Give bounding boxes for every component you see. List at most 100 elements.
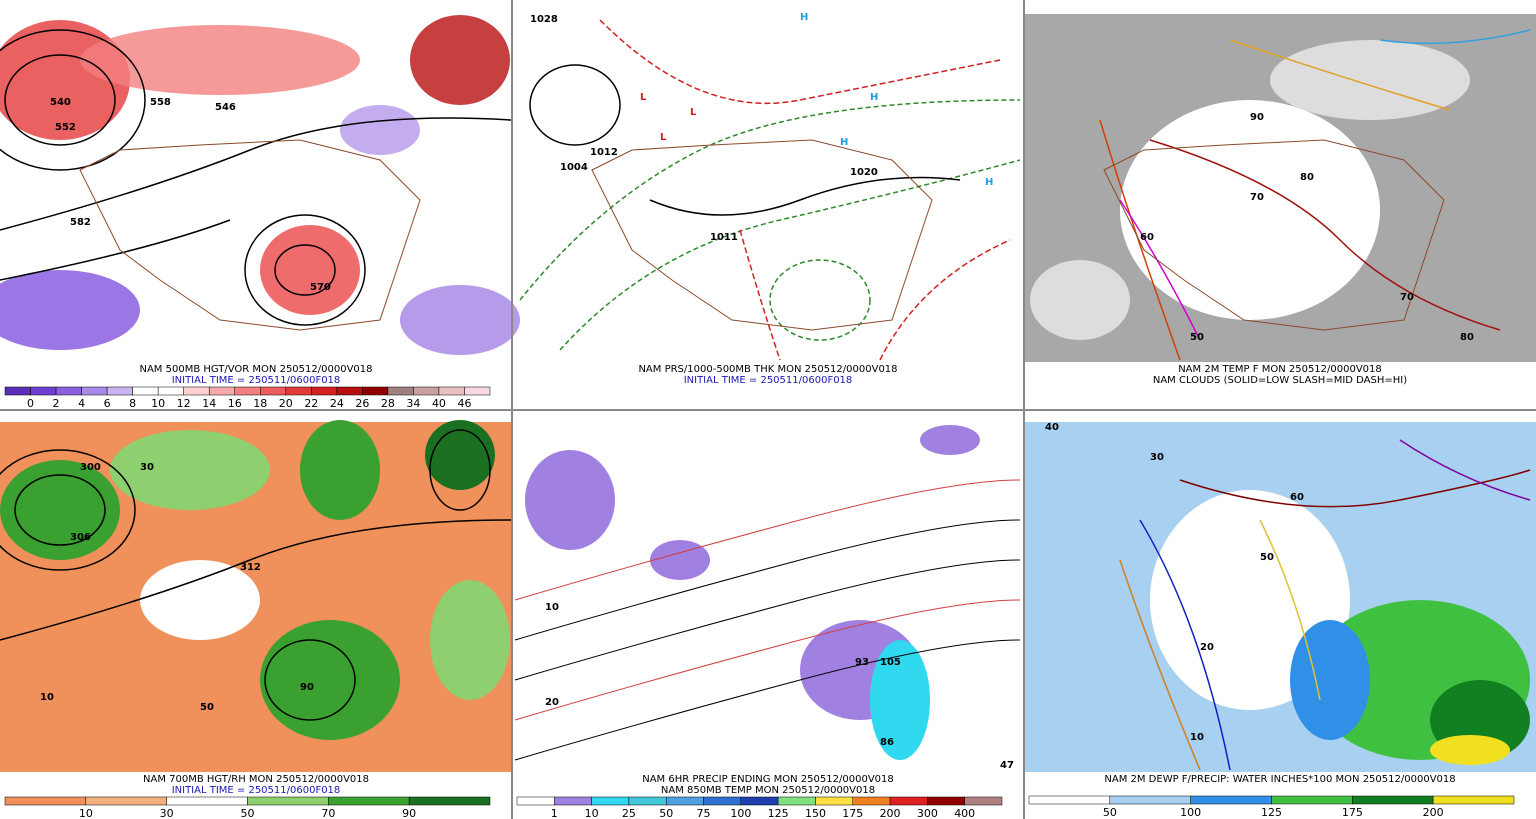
map-label: H <box>985 177 993 188</box>
colorbar-segment <box>30 386 57 396</box>
colorbar-segment <box>408 796 491 806</box>
colorbar-label: 12 <box>177 397 191 410</box>
map-label: 552 <box>55 122 76 133</box>
colorbar-label: 10 <box>151 397 165 410</box>
map-label: 558 <box>150 97 171 108</box>
colorbar-segment <box>328 796 410 806</box>
map-label: 30 <box>1150 452 1164 463</box>
colorbar-segment <box>234 386 261 396</box>
colorbar-segment <box>464 386 491 396</box>
map-temperature <box>1025 14 1536 362</box>
map-label: 93 <box>855 657 869 668</box>
map-label: 20 <box>545 697 559 708</box>
colorbar-label: 1 <box>551 807 558 819</box>
colorbar-segment <box>157 386 184 396</box>
caption: NAM 2M DEWP F/PRECIP: WATER INCHES*100 M… <box>1104 774 1455 785</box>
map-700mb <box>0 420 512 772</box>
colorbar-label: 100 <box>730 807 751 819</box>
colorbar-segment <box>132 386 159 396</box>
colorbar-segment <box>628 796 667 806</box>
colorbar-label: 0 <box>27 397 34 410</box>
colorbar-segment <box>362 386 389 396</box>
colorbar-segment <box>4 386 31 396</box>
colorbar-segment <box>889 796 928 806</box>
map-label: 50 <box>200 702 214 713</box>
caption: INITIAL TIME = 250511/0600F018 <box>172 785 341 796</box>
colorbar-segment <box>740 796 779 806</box>
caption: NAM 850MB TEMP MON 250512/0000V018 <box>661 785 875 796</box>
colorbar-label: 14 <box>202 397 216 410</box>
map-label: 570 <box>310 282 331 293</box>
map-thickness <box>519 19 1021 361</box>
colorbar-label: 10 <box>585 807 599 819</box>
colorbar-segment <box>106 386 133 396</box>
colorbar-segment <box>208 386 235 396</box>
colorbar-label: 175 <box>842 807 863 819</box>
colorbar-label: 40 <box>432 397 446 410</box>
colorbar-segment <box>311 386 338 396</box>
colorbar-label: 26 <box>355 397 369 410</box>
map-label: 20 <box>1200 642 1214 653</box>
map-label: L <box>690 107 697 118</box>
colorbar-label: 150 <box>805 807 826 819</box>
map-label: 300 <box>80 462 101 473</box>
colorbar-segment <box>1190 795 1272 805</box>
colorbar-label: 400 <box>954 807 975 819</box>
colorbar-segment <box>1432 795 1515 805</box>
colorbar-label: 4 <box>78 397 85 410</box>
map-label: 90 <box>300 682 314 693</box>
caption: NAM 700MB HGT/RH MON 250512/0000V018 <box>143 774 369 785</box>
map-label: H <box>870 92 878 103</box>
caption: NAM CLOUDS (SOLID=LOW SLASH=MID DASH=HI) <box>1153 375 1407 386</box>
map-label: 30 <box>140 462 154 473</box>
map-precip <box>514 425 1021 761</box>
colorbar-segment <box>516 796 555 806</box>
caption: NAM 500MB HGT/VOR MON 250512/0000V018 <box>139 364 372 375</box>
map-label: 10 <box>40 692 54 703</box>
map-label: 312 <box>240 562 261 573</box>
colorbar-label: 28 <box>381 397 395 410</box>
colorbar-segment <box>387 386 414 396</box>
colorbar-label: 46 <box>457 397 471 410</box>
colorbar-label: 20 <box>279 397 293 410</box>
colorbar-segment <box>1028 795 1111 805</box>
map-label: 40 <box>1045 422 1059 433</box>
map-label: 105 <box>880 657 901 668</box>
colorbar-segment <box>815 796 854 806</box>
colorbar-segment <box>260 386 287 396</box>
colorbar-label: 125 <box>1261 806 1282 819</box>
colorbar-segment <box>927 796 965 806</box>
colorbar-segment <box>166 796 248 806</box>
colorbar-label: 24 <box>330 397 344 410</box>
colorbar-segment <box>4 796 87 806</box>
map-label: 80 <box>1300 172 1314 183</box>
colorbar-segment <box>1109 795 1191 805</box>
colorbar-segment <box>1352 795 1434 805</box>
colorbar-label: 100 <box>1180 806 1201 819</box>
colorbar-segment <box>964 796 1003 806</box>
colorbar-label: 200 <box>1423 806 1444 819</box>
map-label: L <box>660 132 667 143</box>
colorbar-segment <box>1271 795 1353 805</box>
colorbar-segment <box>336 386 363 396</box>
map-label: H <box>840 137 848 148</box>
colorbar-segment <box>413 386 440 396</box>
colorbar-segment <box>183 386 210 396</box>
colorbar-segment <box>247 796 329 806</box>
map-label: 540 <box>50 97 71 108</box>
map-label: 60 <box>1140 232 1154 243</box>
colorbar-label: 6 <box>104 397 111 410</box>
caption: INITIAL TIME = 250511/0600F018 <box>172 375 341 386</box>
colorbar-label: 75 <box>697 807 711 819</box>
colorbar-label: 30 <box>160 807 174 819</box>
colorbar-label: 25 <box>622 807 636 819</box>
map-label: 10 <box>545 602 559 613</box>
colorbar-segment <box>852 796 891 806</box>
colorbar-label: 8 <box>129 397 136 410</box>
map-label: 80 <box>1460 332 1474 343</box>
colorbar-segment <box>285 386 312 396</box>
map-label: 546 <box>215 102 236 113</box>
colorbar-label: 50 <box>659 807 673 819</box>
